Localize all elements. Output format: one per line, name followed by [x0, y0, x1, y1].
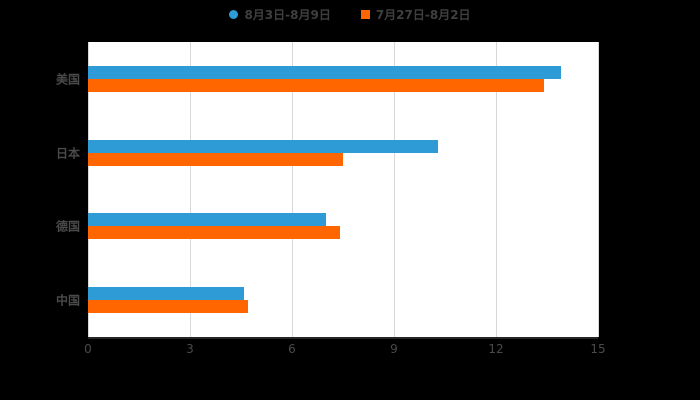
gridline-9	[394, 42, 395, 337]
x-axis-labels: 0 3 6 9 12 15	[0, 342, 700, 358]
x-tick-label-0: 0	[84, 342, 92, 356]
x-tick-label-6: 6	[288, 342, 296, 356]
category-label-中国: 中国	[55, 293, 80, 308]
bar-美国-series-0	[88, 65, 561, 79]
x-tick-label-3: 3	[186, 342, 194, 356]
legend-label-0: 8月3日-8月9日	[244, 8, 331, 22]
legend-item-0[interactable]: 8月3日-8月9日	[229, 6, 331, 23]
bar-中国-series-0	[88, 287, 245, 301]
category-label-德国: 德国	[55, 219, 80, 234]
bar-德国-series-1	[88, 226, 340, 240]
x-tick-label-9: 9	[390, 342, 398, 356]
gridline-0	[88, 42, 89, 337]
bar-美国-series-1	[88, 78, 544, 92]
gridline-15	[598, 42, 599, 337]
gridline-6	[292, 42, 293, 337]
category-label-日本: 日本	[55, 146, 80, 161]
bar-日本-series-0	[88, 139, 439, 153]
x-tick-label-15: 15	[590, 342, 606, 356]
legend: 8月3日-8月9日 7月27日-8月2日	[0, 6, 700, 23]
plot-area	[88, 42, 599, 339]
bar-日本-series-1	[88, 152, 343, 166]
legend-marker-circle-icon	[229, 10, 239, 19]
x-tick-label-12: 12	[488, 342, 504, 356]
legend-item-1[interactable]: 7月27日-8月2日	[360, 6, 471, 23]
category-label-美国: 美国	[55, 72, 80, 87]
legend-marker-square-icon	[360, 10, 370, 19]
bar-中国-series-1	[88, 300, 248, 314]
legend-label-1: 7月27日-8月2日	[375, 8, 471, 22]
gridline-12	[496, 42, 497, 337]
bar-德国-series-0	[88, 213, 326, 227]
y-axis-labels: 美国 日本 德国 中国	[0, 42, 80, 337]
gridline-3	[190, 42, 191, 337]
